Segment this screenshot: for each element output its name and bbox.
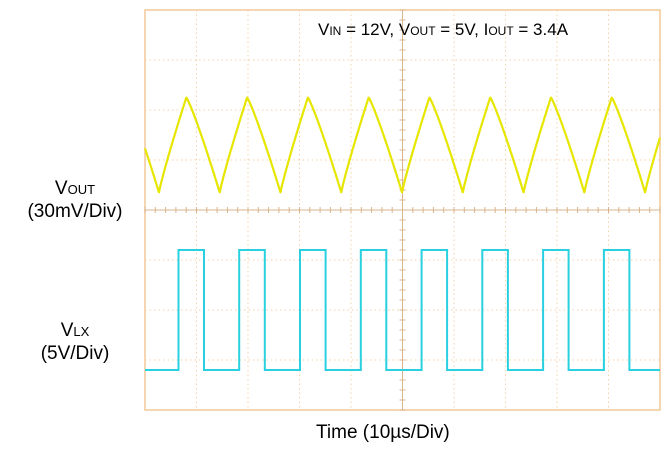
vlx-channel-label: VLX (5V/Div)	[8, 320, 142, 365]
test-conditions: VIN = 12V, VOUT = 5V, IOUT = 3.4A	[318, 20, 569, 39]
vout-channel-label: VOUT (30mV/Div)	[8, 178, 142, 223]
x-axis-label: Time (10µs/Div)	[316, 422, 450, 443]
scope-grid	[144, 9, 661, 411]
vlx-waveform	[145, 249, 660, 371]
vlx-scale-label: (5V/Div)	[40, 343, 110, 364]
vout-scale-label: (30mV/Div)	[27, 201, 123, 222]
vout-waveform	[143, 96, 662, 194]
